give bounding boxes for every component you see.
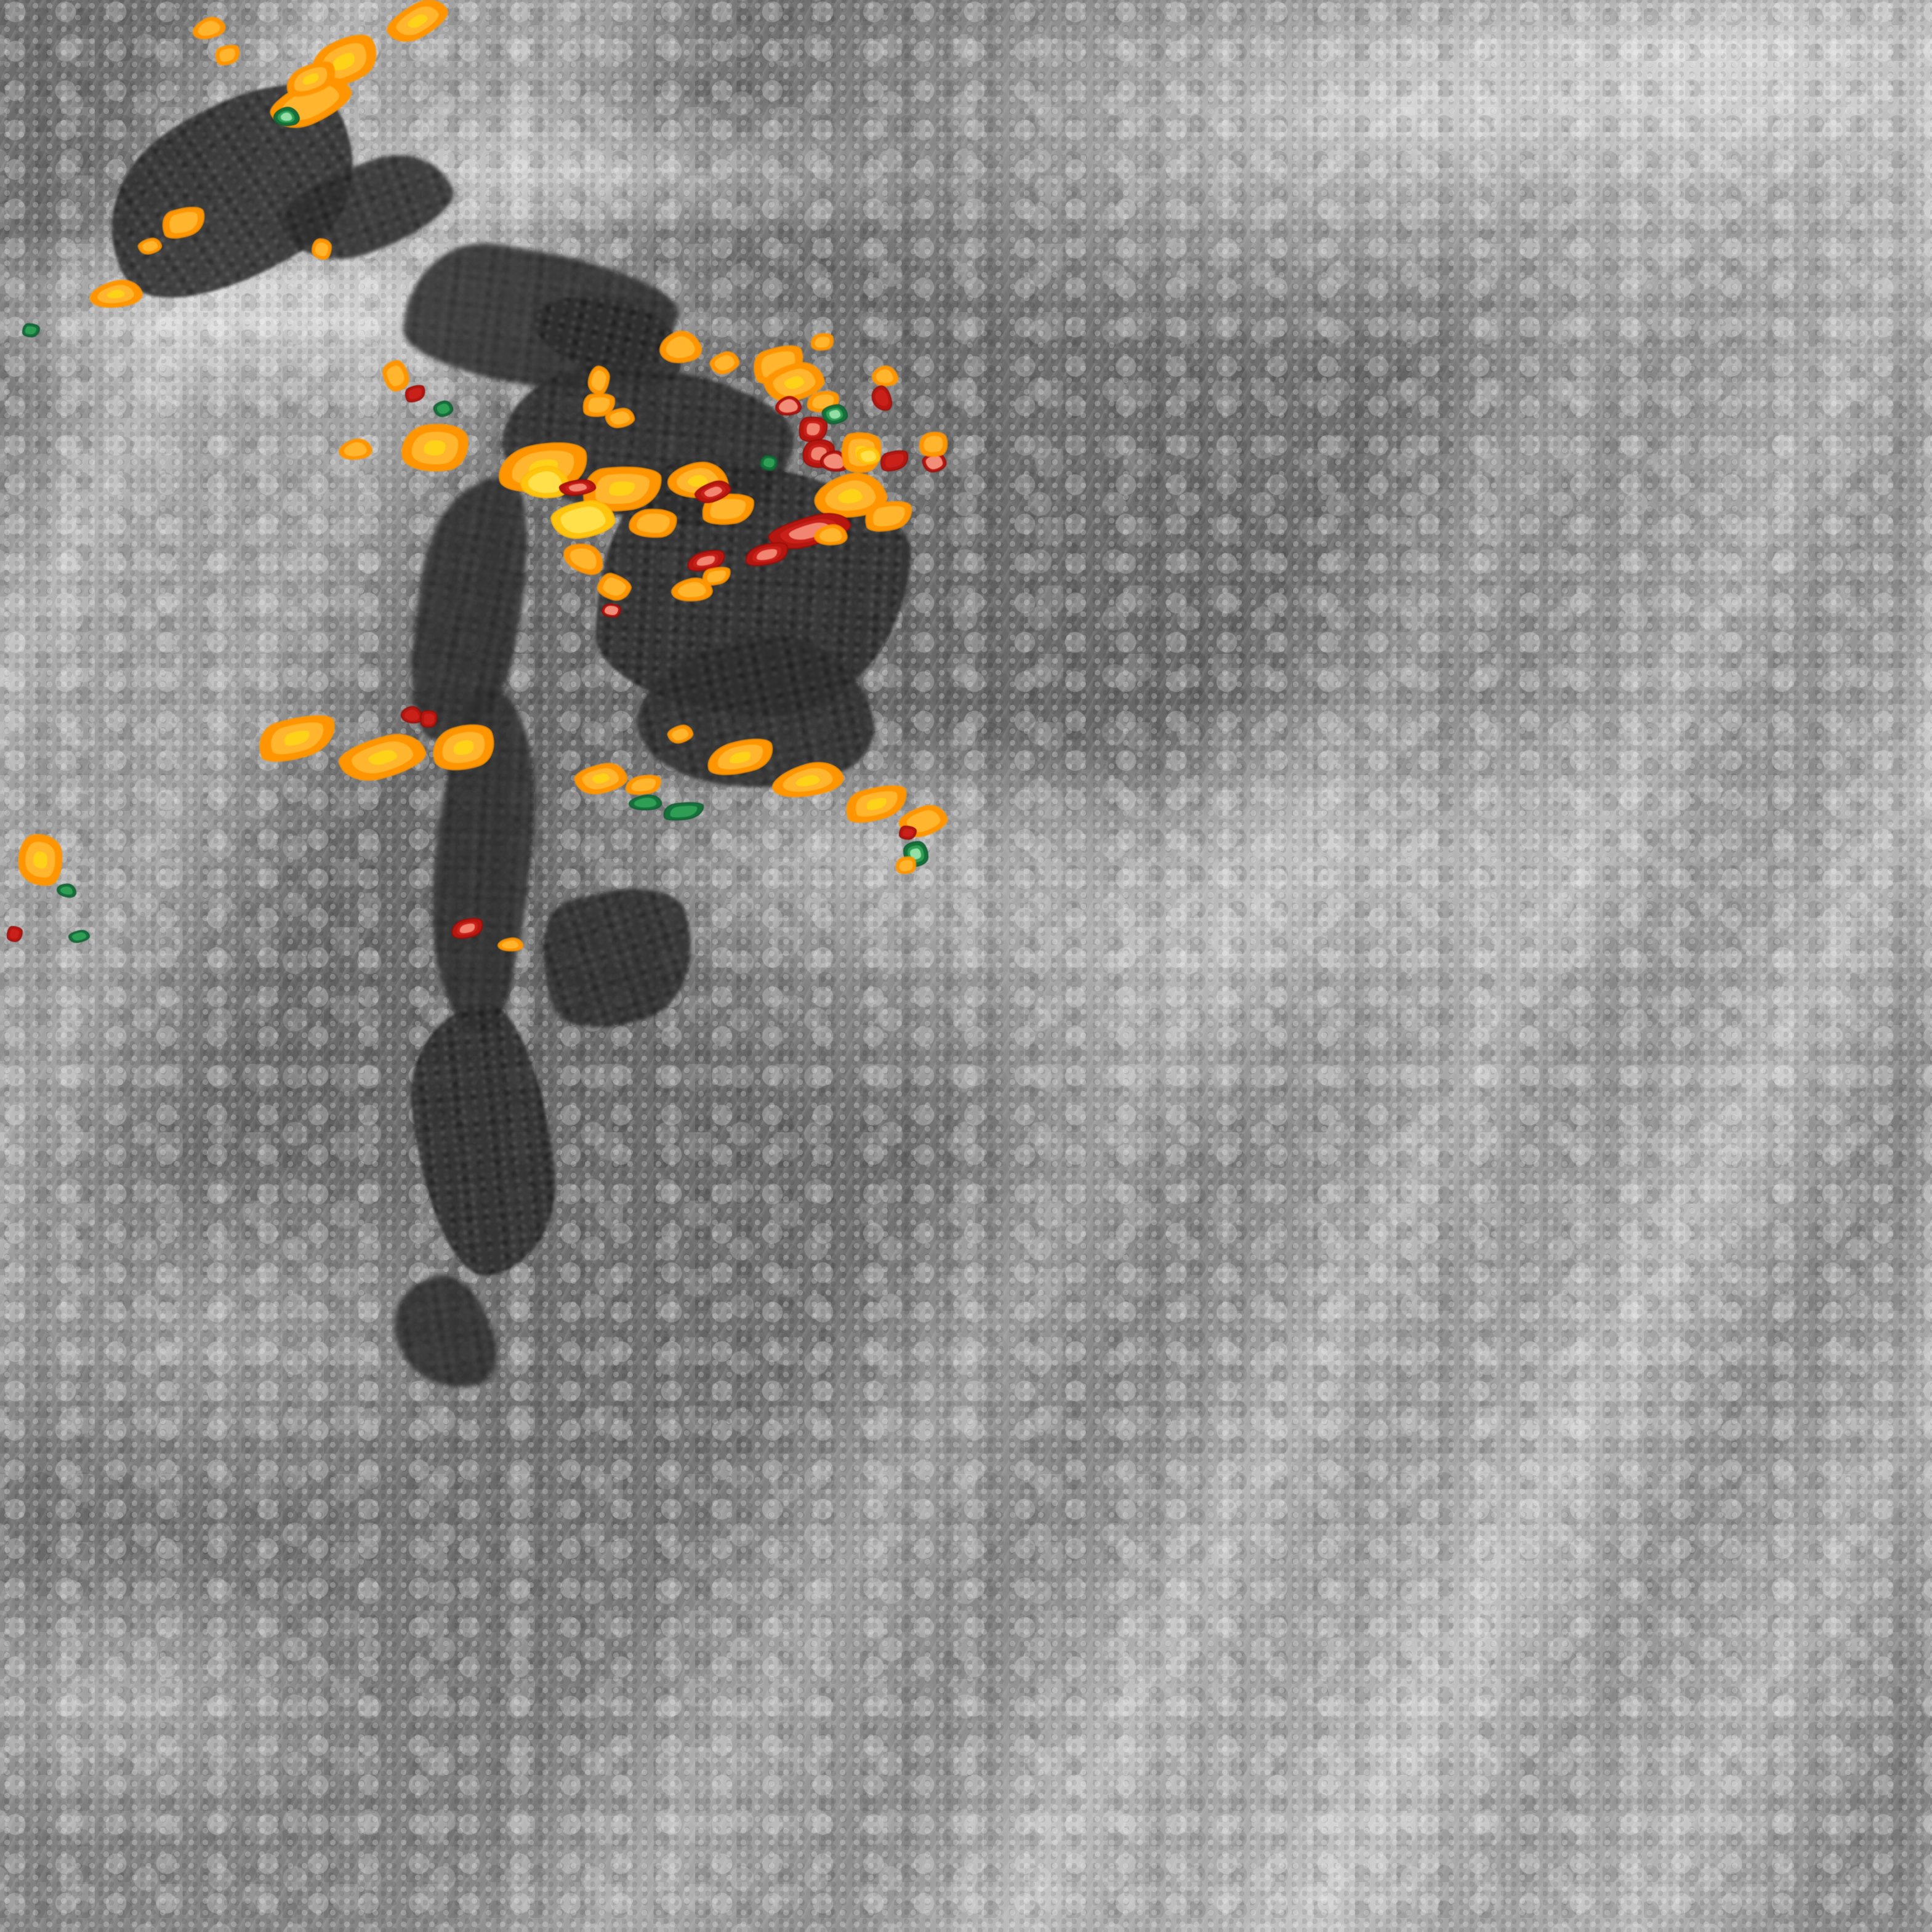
convective-cell-green [629, 794, 662, 812]
convective-cell-green [23, 324, 39, 336]
convective-cell-orange [624, 773, 662, 798]
convective-cell-red [871, 385, 893, 411]
convective-cell-orange [596, 571, 633, 603]
convective-cell-green [433, 400, 454, 417]
convective-cell-red [403, 383, 427, 403]
convective-cell-red [900, 827, 916, 839]
convective-cell-red-core [450, 915, 485, 941]
convective-cell-orange [871, 364, 899, 390]
convective-cell-orange [138, 237, 162, 256]
convective-cell-orange [561, 541, 605, 576]
convective-cell-orange [190, 14, 227, 44]
convective-cell-red-core [744, 539, 791, 570]
convective-cell-orange [656, 326, 704, 369]
convective-cell-orange [337, 437, 373, 464]
convective-cell-orange-core [255, 709, 340, 768]
convective-cell-orange [313, 239, 331, 259]
convective-cell-orange-core [398, 421, 471, 476]
convective-cell-orange [159, 203, 208, 242]
convective-cell-orange [667, 723, 693, 745]
convective-cell-orange-core [704, 733, 776, 781]
convective-cell-orange-core [382, 0, 452, 50]
convective-cell-red [879, 448, 911, 473]
convective-cell-orange [587, 366, 611, 396]
convective-cell-green [761, 456, 777, 470]
convective-cell-red [7, 927, 22, 941]
convective-cell-red [420, 709, 438, 728]
convective-cell-red-core [798, 415, 829, 443]
convective-cell-orange [214, 42, 242, 68]
convective-cell-orange-core [770, 756, 845, 805]
convective-cell-yellow [858, 448, 879, 464]
convective-cell-orange [709, 350, 741, 377]
convective-cell-orange-core [573, 760, 628, 797]
convective-cell-green [58, 885, 76, 897]
convective-cell-orange [497, 937, 523, 952]
convective-cell-orange [810, 332, 834, 352]
convective-cell-orange-core [427, 718, 500, 778]
convective-cell-red [400, 705, 423, 725]
convective-cell-salmon [603, 605, 621, 616]
convective-cell-orange [917, 429, 949, 459]
convective-cell-orange-core [17, 832, 65, 887]
convective-cell-orange [629, 508, 677, 539]
convective-cell-orange-core [336, 728, 429, 787]
convective-cell-orange-core [88, 276, 143, 313]
convective-cell-orange [382, 359, 410, 392]
convective-cell-green [664, 801, 704, 822]
convective-cell-green [68, 929, 90, 943]
